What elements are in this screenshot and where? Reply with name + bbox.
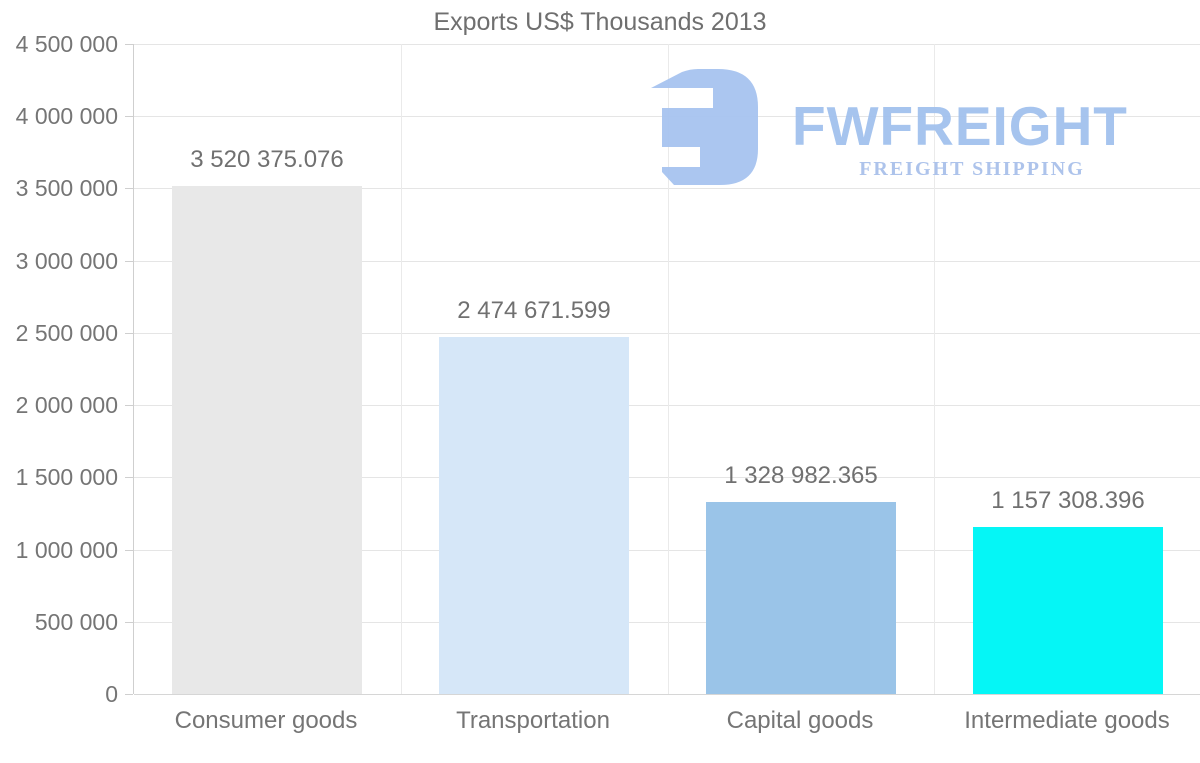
y-tick-label: 4 500 000 — [15, 31, 118, 57]
bar-value-label: 1 157 308.396 — [991, 487, 1145, 514]
y-tickmark — [125, 116, 133, 118]
chart-title: Exports US$ Thousands 2013 — [433, 8, 767, 36]
plot-area: 3 520 375.076 2 474 671.599 1 328 982.365 1… — [133, 44, 1200, 695]
gridline — [134, 549, 1200, 551]
y-tick-label: 3 500 000 — [15, 175, 118, 202]
y-tickmark — [125, 405, 133, 407]
y-tick-label: 4 000 000 — [15, 103, 118, 130]
bar-value-label: 1 328 982.365 — [724, 462, 878, 489]
y-tickmark — [125, 694, 133, 695]
x-tick-label: Capital goods — [726, 707, 874, 734]
gridline — [134, 44, 1200, 45]
gridline — [134, 477, 1200, 479]
bar-transportation — [439, 337, 629, 694]
y-tick-label: 2 500 000 — [15, 319, 118, 346]
logo-tagline-text: FREIGHT SHIPPING — [859, 158, 1085, 180]
bar-intermediate-goods — [973, 527, 1163, 694]
y-tickmark — [125, 332, 133, 334]
bar-consumer-goods — [172, 186, 362, 694]
logo: FWFREIGHT FREIGHT SHIPPING — [648, 66, 1158, 188]
y-tickmark — [125, 621, 133, 623]
bar-value-label: 3 520 375.076 — [190, 146, 344, 173]
category-separator — [668, 44, 669, 694]
y-tickmark — [125, 477, 133, 479]
y-tick-label: 500 000 — [34, 608, 118, 635]
bar-value-label: 2 474 671.599 — [457, 297, 611, 324]
fwfreight-mark-icon — [651, 69, 758, 185]
y-tick-label: 1 500 000 — [15, 464, 118, 491]
y-tickmark — [125, 188, 133, 190]
bar-capital-goods — [706, 502, 896, 694]
gridline — [134, 405, 1200, 407]
y-tickmark — [125, 549, 133, 551]
gridline — [134, 621, 1200, 623]
x-tick-label: Transportation — [456, 707, 610, 734]
y-tickmark — [125, 44, 133, 45]
y-tick-label: 2 000 000 — [15, 392, 118, 419]
gridline — [134, 188, 1200, 190]
y-tick-label: 0 — [105, 681, 118, 707]
gridline — [134, 332, 1200, 334]
logo-brand-text: FWFREIGHT — [792, 95, 1128, 157]
y-tick-label: 3 000 000 — [15, 247, 118, 274]
gridline — [134, 260, 1200, 262]
x-tick-label: Intermediate goods — [964, 707, 1170, 734]
logo-text-block: FWFREIGHT FREIGHT SHIPPING — [792, 66, 1152, 188]
category-separator — [934, 44, 935, 694]
y-tickmark — [125, 260, 133, 262]
y-tick-label: 1 000 000 — [15, 536, 118, 563]
x-tick-label: Consumer goods — [174, 707, 358, 734]
category-separator — [401, 44, 402, 694]
gridline — [134, 694, 1200, 695]
